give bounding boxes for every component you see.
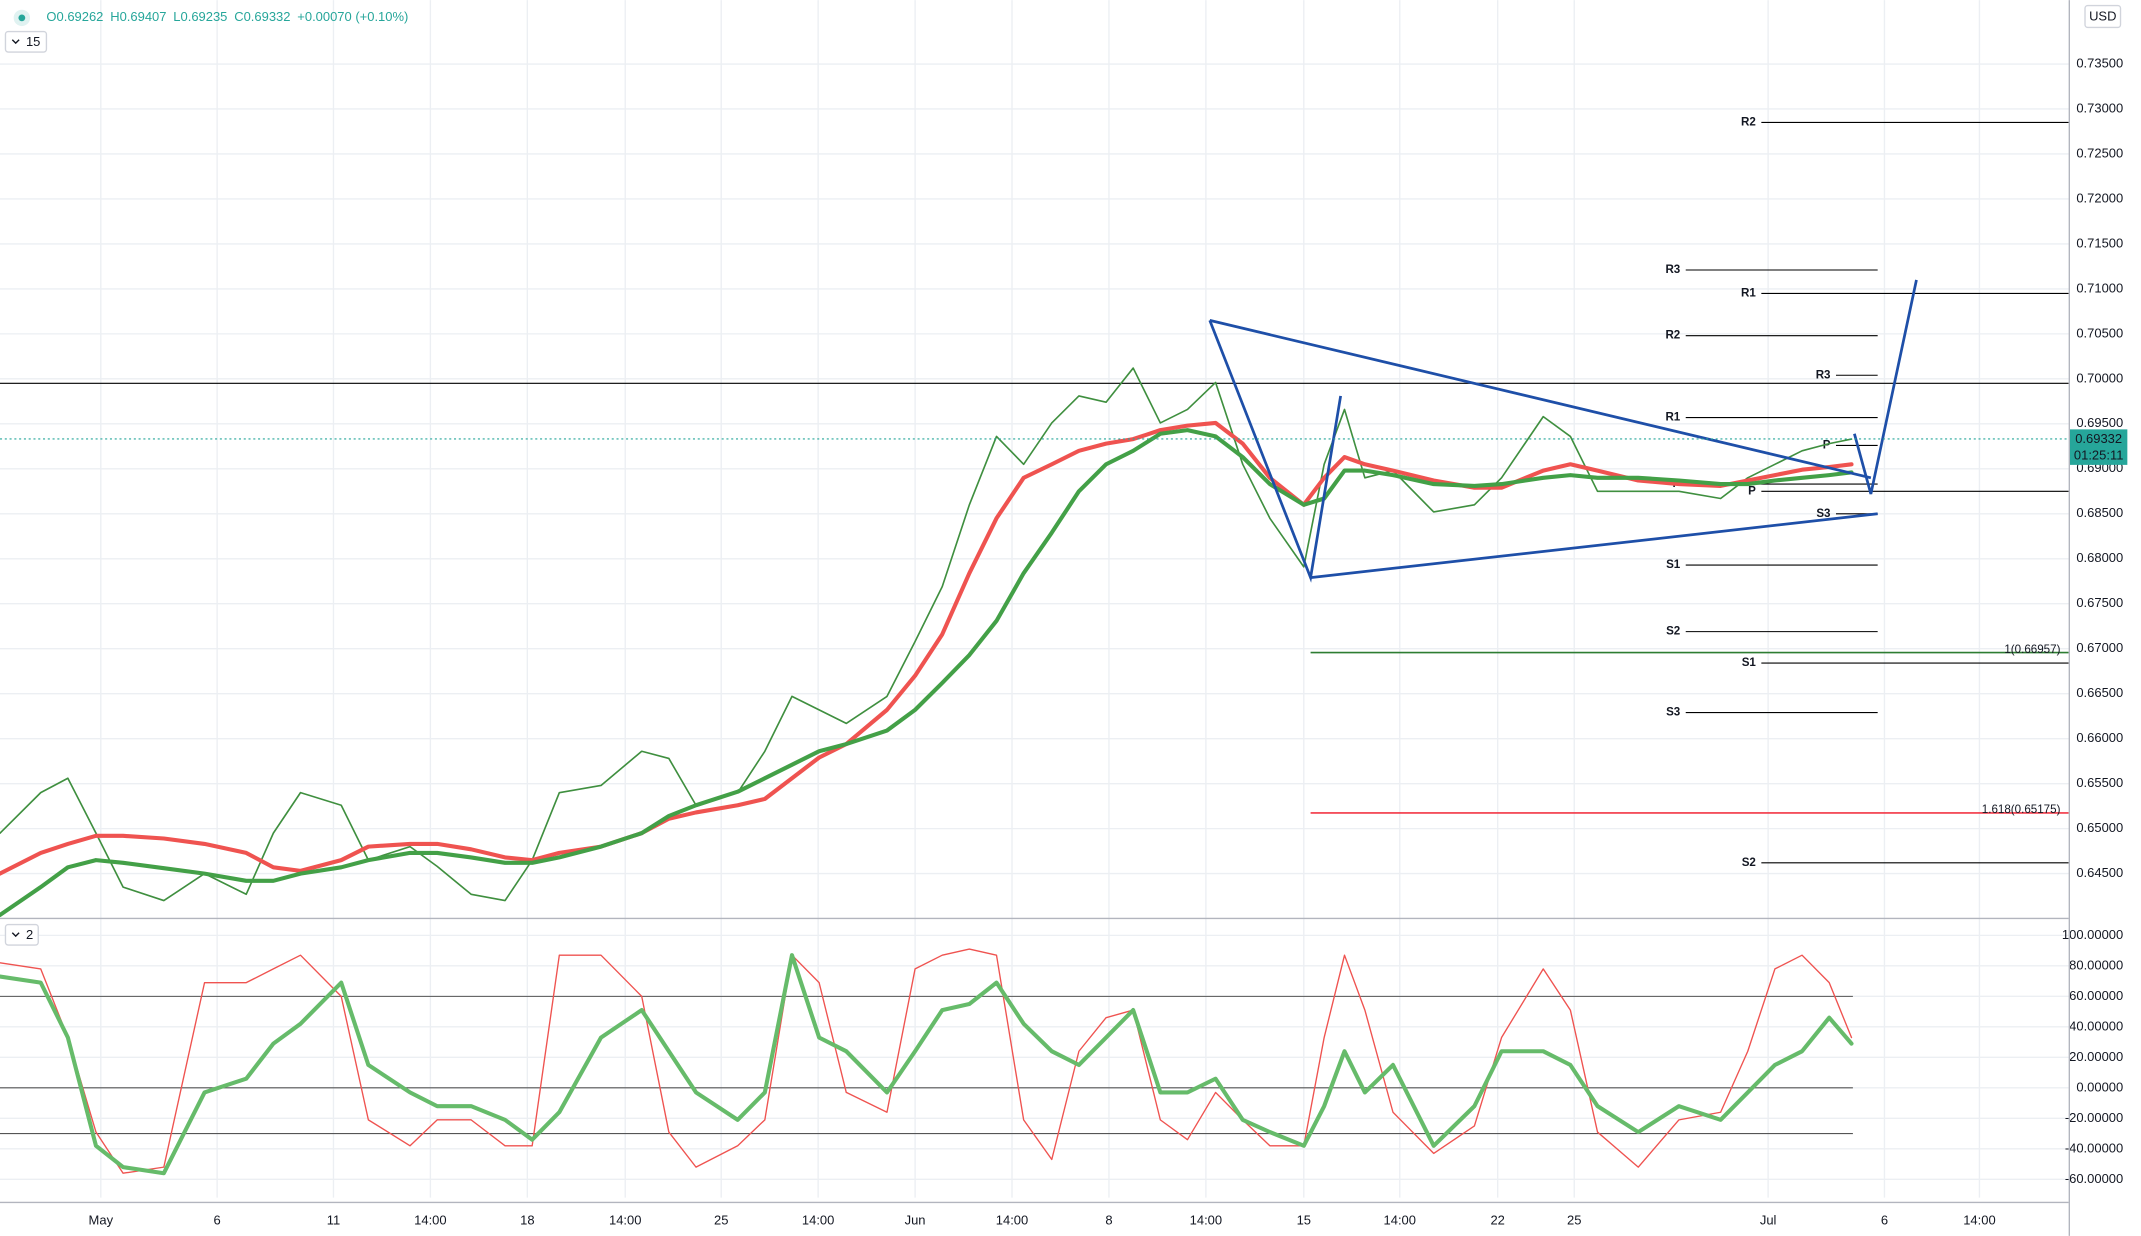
pivot-label: R1 <box>1741 286 1756 299</box>
x-tick-label: 14:00 <box>414 1212 446 1227</box>
pivot-label: R3 <box>1816 368 1831 381</box>
y-tick-label: -40.00000 <box>2065 1140 2123 1155</box>
currency-label: USD <box>2089 9 2116 24</box>
interval-label: 15 <box>26 34 40 49</box>
pivot-label: S2 <box>1742 856 1756 869</box>
high: H0.69407 <box>110 9 166 24</box>
y-tick-label: 20.00000 <box>2069 1049 2123 1064</box>
x-tick-label: 6 <box>1881 1212 1888 1227</box>
y-tick-label: -60.00000 <box>2065 1171 2123 1186</box>
x-tick-label: 25 <box>714 1212 728 1227</box>
x-tick-label: 14:00 <box>609 1212 641 1227</box>
y-tick-label: 40.00000 <box>2069 1018 2123 1033</box>
y-tick-label: 0.71000 <box>2076 280 2123 295</box>
series-line <box>0 948 1853 1174</box>
last-price-label: 0.69332 <box>2075 431 2122 446</box>
y-tick-label: 0.68500 <box>2076 505 2123 520</box>
y-tick-label: 0.70000 <box>2076 370 2123 385</box>
low: L0.69235 <box>173 9 227 24</box>
series-line <box>0 420 1854 876</box>
trend-line <box>1853 279 1918 495</box>
x-tick-label: 25 <box>1567 1212 1581 1227</box>
y-tick-label: 0.69500 <box>2076 415 2123 430</box>
series-line <box>0 367 1853 902</box>
x-tick-label: 18 <box>520 1212 534 1227</box>
y-tick-label: 0.66500 <box>2076 685 2123 700</box>
x-tick-label: 14:00 <box>802 1212 834 1227</box>
x-tick-label: 14:00 <box>1384 1212 1416 1227</box>
y-tick-label: 80.00000 <box>2069 957 2123 972</box>
y-tick-label: 60.00000 <box>2069 988 2123 1003</box>
x-tick-label: Jul <box>1760 1212 1777 1227</box>
ohlc-text: O0.69262 H0.69407 L0.69235 C0.69332 +0.00070… <box>46 9 408 24</box>
pivot-label: P <box>1748 484 1756 497</box>
plot-layer: 0.64500 0.65000 0.65500 0.66000 0.66500 0.670… <box>0 55 2128 1227</box>
y-tick-label: 0.70500 <box>2076 325 2123 340</box>
y-tick-label: 0.73500 <box>2076 55 2123 70</box>
x-tick-label: 14:00 <box>1963 1212 1995 1227</box>
x-tick-label: 8 <box>1105 1212 1112 1227</box>
x-tick-label: May <box>89 1212 114 1227</box>
chevron-icon <box>11 932 20 938</box>
y-tick-label: 0.65000 <box>2076 820 2123 835</box>
y-tick-label: 0.67500 <box>2076 595 2123 610</box>
currency-button[interactable] <box>2084 4 2122 29</box>
x-tick-label: 6 <box>214 1212 221 1227</box>
y-tick-label: 0.65500 <box>2076 775 2123 790</box>
y-tick-label: 0.72500 <box>2076 145 2123 160</box>
pivot-label: S3 <box>1816 507 1831 520</box>
panel-label: 2 <box>26 927 33 942</box>
grid-layer <box>0 0 2069 1198</box>
x-tick-label: 11 <box>327 1212 340 1227</box>
last-price-box <box>2069 429 2128 465</box>
x-tick-label: Jun <box>905 1212 926 1227</box>
pivot-label: R2 <box>1665 329 1680 342</box>
x-tick-label: 14:00 <box>996 1212 1028 1227</box>
x-tick-label: 14:00 <box>1190 1212 1222 1227</box>
pivot-label: R1 <box>1665 411 1680 424</box>
open: O0.69262 <box>46 9 103 24</box>
series-line <box>0 428 1854 918</box>
panel-button[interactable] <box>4 923 39 946</box>
pivot-label: S2 <box>1666 625 1680 638</box>
close: C0.69332 <box>234 9 290 24</box>
pivot-label: S3 <box>1666 706 1681 719</box>
y-tick-label: 0.71500 <box>2076 235 2123 250</box>
x-tick-label: 22 <box>1490 1212 1504 1227</box>
trend-line <box>1209 319 1872 480</box>
y-tick-label: 0.67000 <box>2076 640 2123 655</box>
pivot-label: S1 <box>1742 656 1757 669</box>
pivot-label: R2 <box>1741 116 1756 129</box>
series-line <box>0 953 1854 1176</box>
y-tick-label: 100.00000 <box>2062 927 2123 942</box>
legend-header: O0.69262 H0.69407 L0.69235 C0.69332 +0.00070… <box>4 4 2122 946</box>
pivot-label: S1 <box>1666 558 1681 571</box>
pivot-label: R3 <box>1665 263 1680 276</box>
y-tick-label: 0.64500 <box>2076 865 2123 880</box>
x-tick-label: 15 <box>1297 1212 1311 1227</box>
symbol-icon-dot <box>18 14 26 22</box>
y-tick-label: 0.73000 <box>2076 100 2123 115</box>
trend-line <box>1310 512 1878 580</box>
y-tick-label: 0.68000 <box>2076 550 2123 565</box>
y-tick-label: 0.72000 <box>2076 190 2123 205</box>
y-tick-label: -20.00000 <box>2065 1110 2123 1125</box>
chevron-icon <box>11 39 20 45</box>
change: +0.00070 (+0.10%) <box>297 9 408 24</box>
interval-button[interactable] <box>4 30 48 53</box>
y-tick-label: 0.00000 <box>2076 1079 2123 1094</box>
countdown-label: 01:25:11 <box>2074 447 2124 462</box>
fib-label: 1.618(0.65175) <box>1982 803 2061 816</box>
fib-label: 1(0.66957) <box>2004 643 2060 656</box>
y-tick-label: 0.66000 <box>2076 730 2123 745</box>
